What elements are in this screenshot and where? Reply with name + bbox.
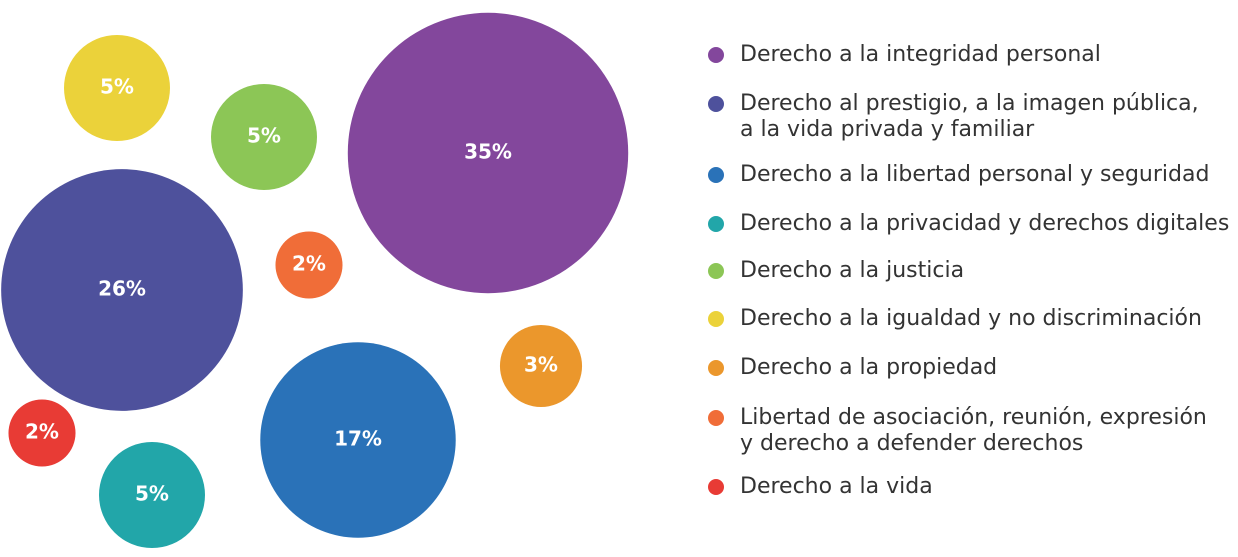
legend-marker	[708, 410, 724, 426]
legend-label: Derecho a la vida	[740, 474, 933, 499]
data-label: 2%	[292, 252, 326, 276]
legend-label: Derecho a la libertad personal y segurid…	[740, 162, 1209, 187]
data-label: 3%	[524, 353, 558, 377]
bubble	[347, 12, 629, 294]
data-label: 2%	[25, 420, 59, 444]
bubble	[99, 442, 205, 548]
data-label: 5%	[135, 482, 169, 506]
legend-marker	[708, 311, 724, 327]
bubble	[211, 84, 317, 190]
legend-marker	[708, 167, 724, 183]
data-label: 17%	[334, 427, 382, 451]
data-label: 5%	[247, 124, 281, 148]
data-label: 35%	[464, 140, 512, 164]
bubble	[275, 231, 343, 299]
legend-label: Derecho a la integridad personal	[740, 42, 1101, 67]
data-label: 5%	[100, 75, 134, 99]
bubble	[1, 169, 243, 411]
legend-marker	[708, 263, 724, 279]
legend-label: Derecho a la privacidad y derechos digit…	[740, 211, 1229, 236]
legend-marker	[708, 47, 724, 63]
legend-label: Derecho al prestigio, a la imagen públic…	[740, 91, 1199, 142]
bubble	[8, 399, 76, 467]
legend-marker	[708, 360, 724, 376]
legend-marker	[708, 479, 724, 495]
data-label: 26%	[98, 277, 146, 301]
bubble	[260, 342, 456, 538]
bubble	[499, 324, 583, 408]
legend-label: Derecho a la igualdad y no discriminació…	[740, 306, 1202, 331]
legend-label: Libertad de asociación, reunión, expresi…	[740, 405, 1207, 456]
legend-label: Derecho a la propiedad	[740, 355, 997, 380]
bubble	[64, 35, 170, 141]
legend-marker	[708, 96, 724, 112]
legend-label: Derecho a la justicia	[740, 258, 964, 283]
legend-marker	[708, 216, 724, 232]
